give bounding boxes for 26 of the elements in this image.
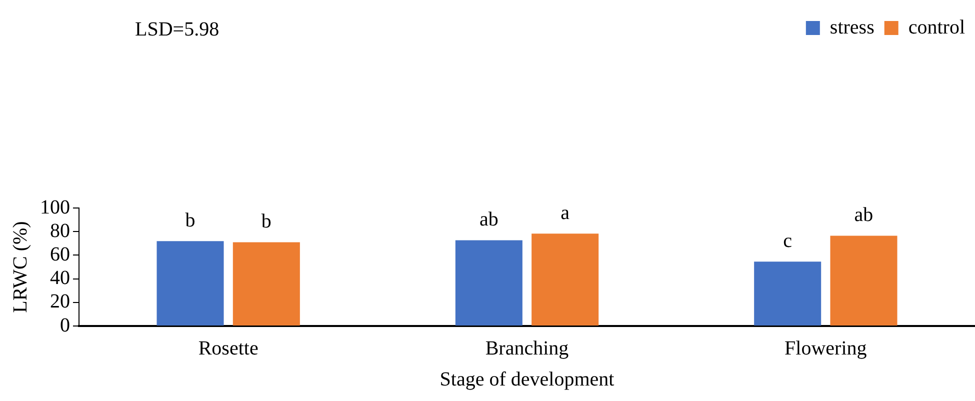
bar	[455, 240, 522, 326]
y-tick-label: 60	[50, 243, 70, 266]
legend-label: stress	[830, 16, 875, 38]
data-label: c	[783, 230, 792, 252]
bar	[754, 262, 822, 326]
x-tick-label: Rosette	[198, 337, 258, 360]
data-label: a	[560, 202, 570, 224]
y-tick-label: 40	[50, 267, 70, 290]
bar	[830, 236, 898, 326]
text: LSD=5.98	[135, 18, 220, 40]
data-label: b	[261, 210, 272, 232]
y-tick-label: 100	[40, 196, 70, 218]
x-tick-label: Flowering	[784, 337, 867, 360]
data-label: ab	[854, 204, 874, 226]
x-axis-title: Stage of development	[440, 368, 615, 390]
x-tick-label: Branching	[485, 337, 569, 360]
y-tick-label: 0	[60, 314, 70, 336]
data-label: ab	[479, 208, 498, 230]
bar	[532, 234, 599, 326]
y-axis-title: LRWC (%)	[9, 221, 32, 313]
y-tick-label: 20	[50, 290, 70, 313]
bar	[232, 242, 300, 326]
legend-label: control	[908, 16, 966, 38]
bar	[156, 241, 224, 326]
y-tick-label: 80	[50, 220, 70, 242]
data-label: b	[185, 209, 196, 232]
